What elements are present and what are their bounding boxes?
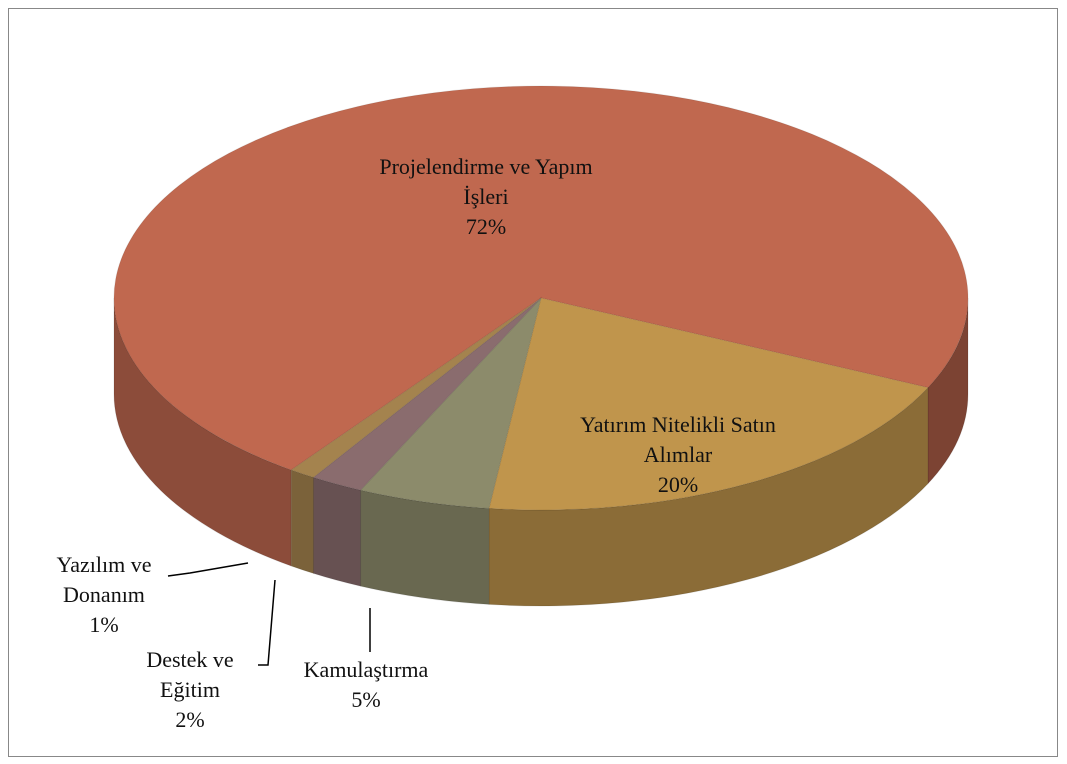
value-label: 1% [89, 612, 119, 637]
slice [488, 297, 929, 511]
slice-label: Yatırım Nitelikli Satın Alımlar 20% [568, 410, 788, 500]
slice-side [113, 297, 292, 567]
slice-label: Yazılım ve Donanım 1% [34, 550, 174, 640]
slice-side [312, 476, 362, 587]
leader-line [258, 579, 276, 666]
category-label: Kamulaştırma [303, 657, 429, 682]
slice [312, 297, 542, 491]
value-label: 20% [657, 472, 699, 497]
slice-label: Destek ve Eğitim 2% [125, 645, 255, 735]
category-label: Yazılım ve Donanım [56, 552, 152, 607]
pie [113, 85, 969, 607]
value-label: 5% [351, 687, 381, 712]
value-label: 72% [465, 214, 507, 239]
slice [359, 296, 542, 509]
leader-lines [167, 562, 371, 666]
slice-side [290, 469, 314, 575]
category-label: Projelendirme ve Yapım İşleri [379, 154, 593, 209]
leader-line [167, 562, 249, 577]
category-label: Yatırım Nitelikli Satın Alımlar [580, 412, 776, 467]
slice-label: Kamulaştırma 5% [266, 655, 466, 715]
slice-label: Projelendirme ve Yapım İşleri 72% [376, 152, 596, 242]
slice [113, 85, 969, 471]
category-label: Destek ve Eğitim [146, 647, 234, 702]
value-label: 2% [175, 707, 205, 732]
slice [290, 297, 542, 478]
